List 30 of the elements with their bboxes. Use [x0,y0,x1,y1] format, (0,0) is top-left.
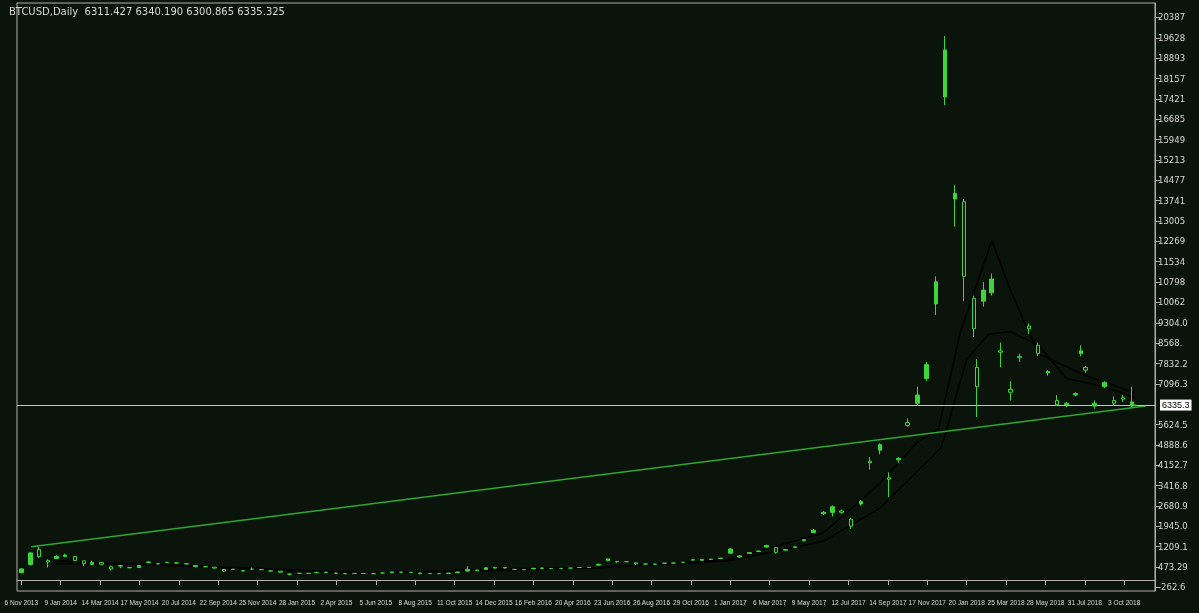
y-tick-label: 5624.5 [1158,419,1188,430]
y-tick-label: 1209.1 [1158,541,1188,552]
y-tick-label: 18157 [1158,73,1186,84]
y-tick-label: 15213 [1158,154,1186,165]
y-tick-label: 10798 [1158,276,1186,287]
chart-title: BTCUSD,Daily 6311.427 6340.190 6300.865 6335.325 [9,5,285,17]
y-tick-label: 11534 [1158,256,1186,267]
y-tick-label: 15949 [1158,134,1186,145]
y-tick-label: 7832.2 [1158,358,1188,369]
y-tick-label: 473.29 [1158,561,1188,572]
y-tick-label: 4888.6 [1158,440,1188,450]
y-tick-label: 2680.9 [1158,500,1188,511]
y-tick-label: 14477 [1158,175,1186,186]
y-tick-label: -262.6 [1158,582,1186,593]
ref-line-label: 6335.3 [1162,400,1190,411]
y-tick-label: 10062 [1158,297,1186,308]
y-tick-label: 9304.0 [1158,318,1188,329]
y-tick-label: 3416.8 [1158,480,1188,491]
y-tick-label: 20387 [1158,12,1186,23]
y-tick-label: 13005 [1158,215,1186,226]
y-tick-label: 17421 [1158,94,1186,105]
y-tick-label: 16685 [1158,114,1186,125]
y-tick-label: 1945.0 [1158,521,1188,532]
y-tick-label: 7096.3 [1158,379,1188,390]
y-tick-label: 4152.7 [1158,460,1188,471]
y-tick-label: 19628 [1158,33,1186,44]
y-tick-label: 12269 [1158,236,1186,247]
y-tick-label: 18893 [1158,53,1186,64]
y-tick-label: 13741 [1158,195,1186,206]
y-tick-label: 8568. [1158,338,1183,349]
